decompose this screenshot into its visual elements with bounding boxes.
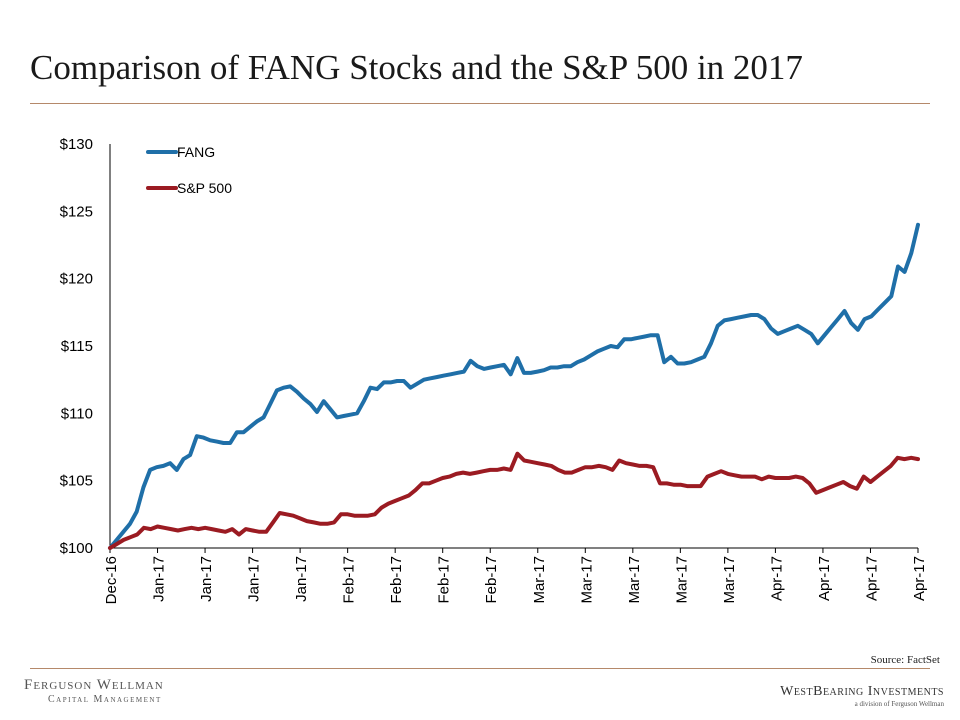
- x-tick-label: Mar-17: [531, 556, 548, 604]
- footer-divider: [30, 668, 930, 669]
- x-tick-label: Mar-17: [578, 556, 595, 604]
- y-tick-label: $130: [60, 136, 93, 153]
- y-tick-label: $120: [60, 271, 93, 288]
- x-tick-label: Jan-17: [151, 556, 168, 602]
- title-divider: [30, 103, 930, 104]
- y-tick-label: $100: [60, 540, 93, 557]
- x-tick-label: Feb-17: [436, 556, 453, 604]
- x-axis-ticks: Dec-16 Jan-17 Jan-17 Jan-17 Jan-17 Feb-17 Feb-…: [103, 548, 928, 604]
- ferguson-wellman-logo: Ferguson Wellman Capital Management: [24, 677, 164, 705]
- x-tick-label: Apr-17: [911, 556, 928, 601]
- x-tick-label: Jan-17: [293, 556, 310, 602]
- x-tick-label: Mar-17: [626, 556, 643, 604]
- chart-legend: FANG S&P 500: [146, 144, 232, 196]
- x-tick-label: Apr-17: [816, 556, 833, 601]
- series-line-fang: [108, 222, 920, 550]
- logo-left-main: Ferguson Wellman: [24, 677, 164, 693]
- legend-label: FANG: [177, 144, 215, 160]
- x-tick-label: Mar-17: [673, 556, 690, 604]
- logo-right-sub: a division of Ferguson Wellman: [854, 700, 944, 708]
- y-tick-label: $125: [60, 203, 93, 220]
- logo-right-main: WestBearing Investments: [780, 684, 944, 699]
- x-tick-label: Apr-17: [768, 556, 785, 601]
- x-tick-label: Apr-17: [863, 556, 880, 601]
- y-axis-ticks: $100 $105 $110 $115 $120 $125 $130: [60, 136, 93, 557]
- logo-left-sub: Capital Management: [48, 694, 162, 705]
- x-tick-label: Jan-17: [198, 556, 215, 602]
- x-tick-label: Mar-17: [721, 556, 738, 604]
- westbearing-logo: WestBearing Investments a division of Fe…: [780, 684, 944, 708]
- x-tick-label: Feb-17: [483, 556, 500, 604]
- y-tick-label: $110: [61, 405, 93, 422]
- x-tick-label: Feb-17: [388, 556, 405, 604]
- x-tick-label: Jan-17: [246, 556, 263, 602]
- chart-axes: [109, 144, 918, 549]
- slide-title: Comparison of FANG Stocks and the S&P 50…: [30, 48, 803, 87]
- series-line-s-p-500: [108, 451, 920, 550]
- x-tick-label: Dec-16: [103, 556, 120, 604]
- source-note: Source: FactSet: [870, 654, 940, 666]
- legend-label: S&P 500: [177, 180, 232, 196]
- y-tick-label: $105: [60, 473, 93, 490]
- x-tick-label: Feb-17: [341, 556, 358, 604]
- y-tick-label: $115: [61, 338, 93, 355]
- chart-series-lines: [108, 222, 920, 550]
